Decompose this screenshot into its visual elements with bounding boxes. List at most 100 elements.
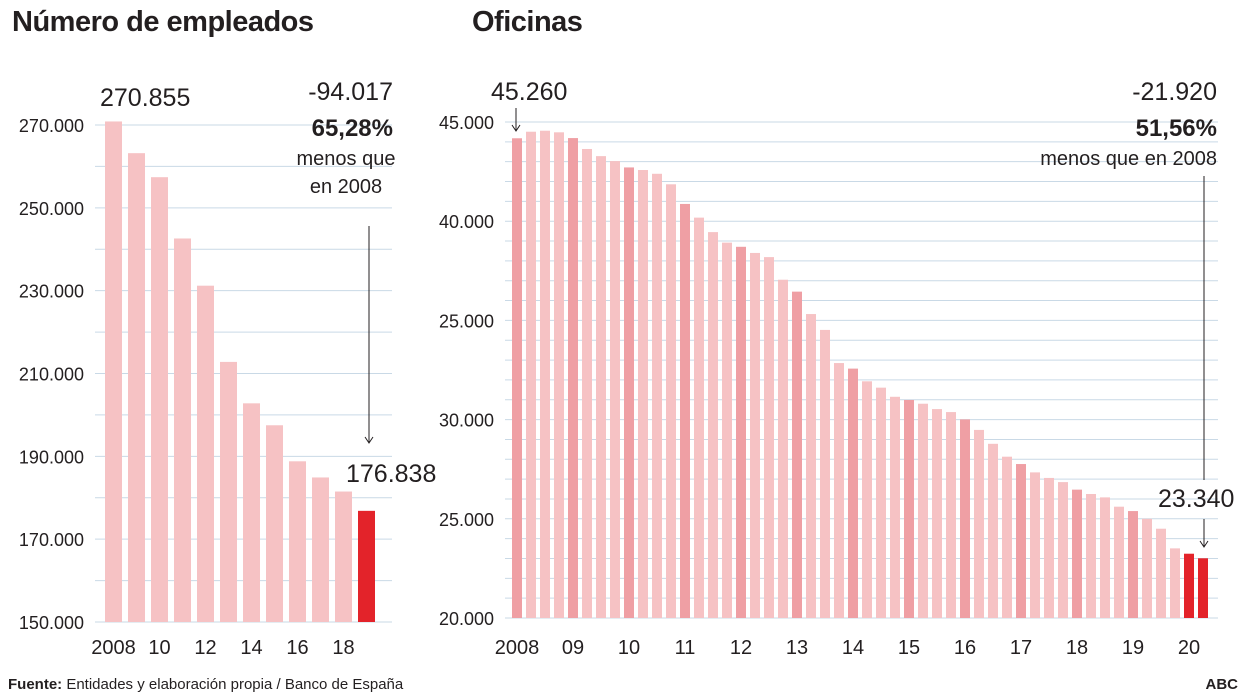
bar <box>960 419 970 618</box>
employees-last-value: 176.838 <box>346 460 436 488</box>
bar <box>708 232 718 618</box>
bar <box>750 252 760 618</box>
x-tick-label: 18 <box>332 637 354 659</box>
bar <box>1100 497 1110 618</box>
x-tick-label: 09 <box>562 637 584 659</box>
x-tick-label: 17 <box>1010 637 1032 659</box>
bar <box>904 399 914 618</box>
bar <box>848 368 858 618</box>
bar <box>540 130 550 618</box>
x-tick-label: 10 <box>618 637 640 659</box>
x-tick-label: 14 <box>842 637 864 659</box>
offices-percent: 51,56% <box>1136 115 1217 142</box>
bar <box>289 461 306 622</box>
bar <box>932 409 942 618</box>
x-tick-label: 12 <box>194 637 216 659</box>
y-tick-label: 270.000 <box>19 116 84 136</box>
bar <box>582 148 592 618</box>
bar <box>312 477 329 622</box>
bar <box>151 177 168 622</box>
bar <box>128 153 145 622</box>
x-tick-label: 16 <box>286 637 308 659</box>
x-tick-label: 11 <box>675 637 696 659</box>
x-tick-label: 2008 <box>91 637 136 659</box>
bar <box>197 285 214 622</box>
offices-note: menos que en 2008 <box>1040 148 1217 170</box>
bar <box>680 203 690 618</box>
bar <box>890 396 900 618</box>
bar <box>792 291 802 618</box>
bar <box>1086 494 1096 618</box>
employees-chart-title: Número de empleados <box>12 6 314 38</box>
bar <box>946 412 956 618</box>
source-footer: Fuente: Entidades y elaboración propia /… <box>8 676 403 693</box>
y-tick-label: 170.000 <box>19 530 84 550</box>
bar <box>820 329 830 618</box>
bar <box>174 238 191 622</box>
offices-first-value: 45.260 <box>491 78 567 106</box>
bar <box>568 138 578 618</box>
bar <box>638 170 648 618</box>
x-tick-label: 19 <box>1122 637 1144 659</box>
y-tick-label: 25.000 <box>439 510 494 530</box>
bar <box>988 443 998 618</box>
bar <box>1114 506 1124 618</box>
bar <box>1044 477 1054 618</box>
bar <box>834 363 844 618</box>
bar <box>266 425 283 622</box>
bar <box>1156 528 1166 618</box>
employees-chart: 150.000 170.000 190.000 210.000 230.000 250.0… <box>19 116 392 659</box>
bar <box>918 403 928 618</box>
bar <box>526 131 536 618</box>
employees-note-1: menos que <box>297 148 396 170</box>
x-tick-label: 14 <box>240 637 262 659</box>
x-tick-label: 10 <box>148 637 170 659</box>
y-tick-label: 45.000 <box>439 113 494 133</box>
bar <box>1030 472 1040 618</box>
employees-first-value: 270.855 <box>100 84 190 112</box>
offices-chart: 20.000 25.000 30.000 25.000 40.000 45.000 2008… <box>439 113 1218 659</box>
bar <box>1184 553 1194 618</box>
bar <box>736 246 746 619</box>
bar <box>624 167 634 618</box>
bar <box>512 138 522 618</box>
bar <box>1016 464 1026 618</box>
source-text: Entidades y elaboración propia / Banco d… <box>62 676 404 693</box>
x-tick-label: 2008 <box>495 637 540 659</box>
source-label: Fuente: <box>8 676 63 693</box>
offices-chart-title: Oficinas <box>472 6 583 38</box>
y-tick-label: 20.000 <box>439 609 494 629</box>
offices-last-arrow-head-icon <box>1199 540 1209 548</box>
x-tick-label: 15 <box>898 637 920 659</box>
x-tick-label: 20 <box>1178 637 1200 659</box>
bar <box>220 361 237 622</box>
y-tick-label: 40.000 <box>439 212 494 232</box>
bar <box>876 387 886 618</box>
employees-arrow-head-icon <box>364 436 374 444</box>
bar <box>554 132 564 618</box>
offices-last-value: 23.340 <box>1158 485 1234 513</box>
x-tick-label: 13 <box>786 637 808 659</box>
y-tick-label: 25.000 <box>439 311 494 331</box>
bar <box>1142 518 1152 618</box>
bar <box>694 217 704 619</box>
bar <box>778 279 788 618</box>
x-tick-label: 12 <box>730 637 752 659</box>
bar <box>243 403 260 622</box>
bar <box>974 429 984 618</box>
y-tick-label: 150.000 <box>19 613 84 633</box>
bar <box>1128 511 1138 618</box>
bar <box>764 257 774 618</box>
annotations: 270.855 -94.017 65,28% menos que en 2008… <box>100 78 1234 548</box>
x-tick-label: 16 <box>954 637 976 659</box>
offices-difference: -21.920 <box>1132 78 1217 106</box>
employees-note-2: en 2008 <box>310 176 382 198</box>
bar <box>335 491 352 622</box>
bar <box>1072 489 1082 618</box>
bar <box>1002 456 1012 618</box>
y-tick-label: 230.000 <box>19 282 84 302</box>
bar <box>666 184 676 618</box>
offices-first-arrow-head-icon <box>511 124 521 132</box>
bar <box>105 121 122 623</box>
